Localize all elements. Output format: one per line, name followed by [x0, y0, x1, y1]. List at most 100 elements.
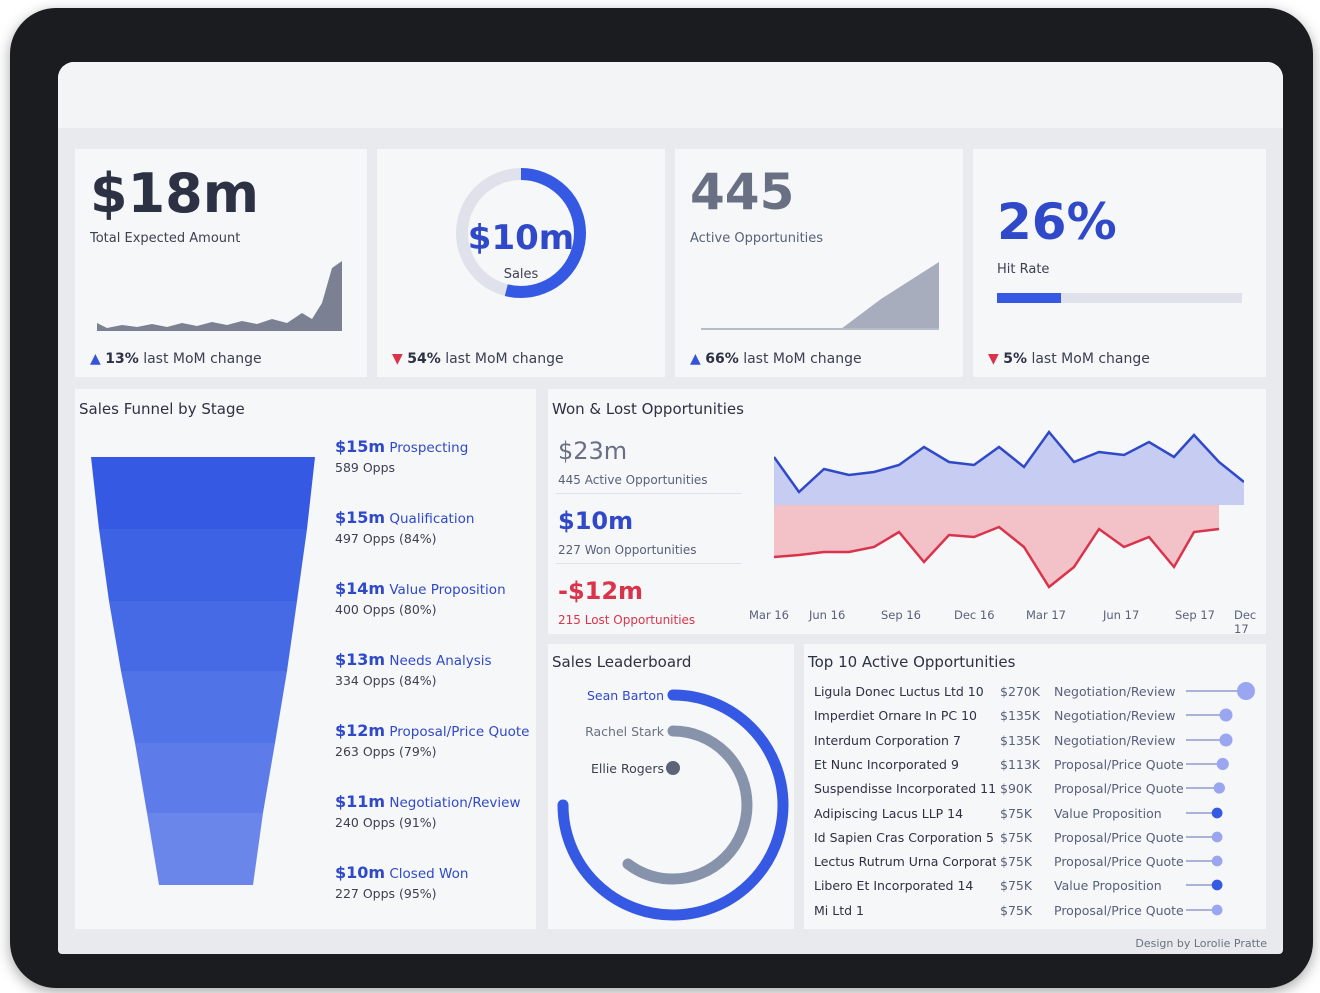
- x-axis-label: Dec 16: [954, 608, 995, 622]
- leaderboard-name[interactable]: Sean Barton: [586, 688, 664, 703]
- x-axis-label: Mar 17: [1026, 608, 1066, 622]
- funnel-stage[interactable]: $15m Prospecting 589 Opps: [335, 437, 468, 475]
- total-sub: 445 Active Opportunities: [558, 473, 708, 487]
- lollipop-mark: [1186, 904, 1223, 916]
- kpi-card-expected[interactable]: $18m Total Expected Amount ▲ 13% last Mo…: [75, 149, 367, 377]
- kpi-change: ▼ 54% last MoM change: [392, 351, 564, 367]
- lollipop-mark: [1186, 880, 1223, 891]
- opportunity-amount: $270K: [1000, 684, 1041, 699]
- stage-name: Needs Analysis: [385, 653, 492, 669]
- total-value: $23m: [558, 437, 628, 465]
- table-row[interactable]: Lectus Rutrum Urna Corporatio.. $75K Propo…: [814, 854, 1274, 878]
- change-value: 5%: [1003, 351, 1028, 367]
- stage-opps: 400 Opps (80%): [335, 602, 437, 617]
- card-title: Top 10 Active Opportunities: [808, 653, 1016, 671]
- table-row[interactable]: Adipiscing Lacus LLP 14 $75K Value Proposi…: [814, 806, 1274, 830]
- stage-amount: $12m: [335, 721, 386, 740]
- kpi-value: $18m: [90, 162, 259, 225]
- card-title: Won & Lost Opportunities: [552, 400, 744, 418]
- opportunity-amount: $113K: [1000, 756, 1041, 772]
- opportunity-name: Lectus Rutrum Urna Corporatio..: [814, 854, 996, 870]
- stage-amount: $14m: [335, 579, 386, 598]
- leaderboard-card: Sales Leaderboard Sean Barton Rachel Sta…: [548, 644, 794, 929]
- x-axis-label: Jun 17: [1103, 608, 1140, 622]
- stage-amount: $15m: [335, 508, 386, 527]
- opportunity-name: Imperdiet Ornare In PC 10: [814, 708, 977, 724]
- funnel-stage[interactable]: $13m Needs Analysis 334 Opps (84%): [335, 650, 492, 688]
- opportunity-stage: Proposal/Price Quote: [1054, 829, 1184, 845]
- kpi-value: 445: [690, 163, 795, 221]
- table-row[interactable]: Id Sapien Cras Corporation 5 $75K Proposal…: [814, 830, 1274, 854]
- lost-value: -$12m: [558, 577, 644, 605]
- x-axis-label: Jun 16: [809, 608, 846, 622]
- funnel-chart: [91, 457, 315, 885]
- won-value: $10m: [558, 507, 634, 535]
- stage-name: Closed Won: [385, 866, 469, 882]
- funnel-stage[interactable]: $15m Qualification 497 Opps (84%): [335, 508, 474, 546]
- won-lost-chart: [774, 429, 1244, 589]
- stage-amount: $10m: [335, 863, 386, 882]
- opportunity-name: Interdum Corporation 7: [814, 732, 961, 748]
- table-row[interactable]: Ligula Donec Luctus Ltd 10 $270K Negotiati…: [814, 682, 1274, 708]
- kpi-label: Total Expected Amount: [90, 231, 241, 246]
- kpi-label: Hit Rate: [997, 262, 1050, 277]
- opportunity-amount: $75K: [1000, 878, 1033, 894]
- table-row[interactable]: Libero Et Incorporated 14 $75K Value Propo…: [814, 878, 1274, 902]
- stage-opps: 263 Opps (79%): [335, 744, 437, 759]
- down-triangle-icon: ▼: [988, 351, 999, 367]
- opportunity-name: Libero Et Incorporated 14: [814, 878, 974, 894]
- sparkline: [97, 261, 342, 331]
- table-row[interactable]: Mi Ltd 1 $75K Proposal/Price Quote: [814, 903, 1274, 927]
- won-lost-card: Won & Lost Opportunities $23m 445 Active…: [548, 389, 1266, 636]
- kpi-change: ▼ 5% last MoM change: [988, 351, 1150, 367]
- opportunity-name: Ligula Donec Luctus Ltd 10: [814, 684, 984, 699]
- top-bar: [58, 62, 1283, 128]
- opportunity-stage: Proposal/Price Quote: [1054, 854, 1184, 870]
- funnel-stage[interactable]: $10m Closed Won 227 Opps (95%): [335, 863, 468, 901]
- opportunity-amount: $90K: [1000, 781, 1033, 797]
- funnel-stage[interactable]: $14m Value Proposition 400 Opps (80%): [335, 579, 506, 617]
- stage-amount: $15m: [335, 437, 386, 456]
- stage-name: Negotiation/Review: [385, 795, 521, 811]
- opportunity-stage: Negotiation/Review: [1054, 708, 1176, 724]
- leaderboard-name[interactable]: Ellie Rogers: [590, 761, 664, 776]
- opportunity-stage: Proposal/Price Quote: [1054, 781, 1184, 797]
- kpi-value: $10m: [467, 218, 575, 258]
- x-axis-label: Dec 17: [1234, 608, 1257, 636]
- stage-name: Qualification: [385, 511, 475, 527]
- opportunity-name: Mi Ltd 1: [814, 902, 864, 918]
- change-text: last MoM change: [738, 351, 862, 367]
- top-10-table: Ligula Donec Luctus Ltd 10 $270K Negotiati…: [814, 682, 1266, 929]
- opportunity-stage: Negotiation/Review: [1054, 732, 1176, 748]
- x-axis-label: Sep 17: [1175, 608, 1215, 622]
- stage-name: Proposal/Price Quote: [385, 724, 530, 740]
- opportunity-stage: Value Proposition: [1054, 805, 1162, 821]
- kpi-card-opportunities[interactable]: 445 Active Opportunities ▲ 66% last MoM …: [675, 149, 963, 377]
- x-axis-label: Mar 16: [749, 608, 789, 622]
- lollipop-mark: [1186, 807, 1223, 818]
- stage-amount: $11m: [335, 792, 386, 811]
- opportunity-amount: $75K: [1000, 854, 1033, 870]
- kpi-card-sales[interactable]: $10m Sales ▼ 54% last MoM change: [377, 149, 665, 377]
- hit-rate-bar-fill: [997, 293, 1061, 303]
- change-text: last MoM change: [1027, 351, 1150, 367]
- table-row[interactable]: Et Nunc Incorporated 9 $113K Proposal/Pric…: [814, 757, 1274, 781]
- table-row[interactable]: Suspendisse Incorporated 11 $90K Proposal/…: [814, 781, 1274, 805]
- table-row[interactable]: Imperdiet Ornare In PC 10 $135K Negotiatio…: [814, 708, 1274, 732]
- stage-opps: 334 Opps (84%): [335, 673, 437, 688]
- opportunity-amount: $135K: [1000, 732, 1041, 748]
- change-text: last MoM change: [138, 351, 262, 367]
- opportunity-stage: Value Proposition: [1054, 878, 1162, 894]
- kpi-card-hit-rate[interactable]: 26% Hit Rate ▼ 5% last MoM change: [973, 149, 1266, 377]
- kpi-change: ▲ 13% last MoM change: [90, 351, 262, 367]
- won-sub: 227 Won Opportunities: [558, 543, 697, 557]
- funnel-stage[interactable]: $11m Negotiation/Review 240 Opps (91%): [335, 792, 521, 830]
- divider: [556, 493, 742, 494]
- stage-amount: $13m: [335, 650, 386, 669]
- leaderboard-name[interactable]: Rachel Stark: [585, 724, 664, 739]
- opportunity-stage: Proposal/Price Quote: [1054, 902, 1184, 918]
- table-row[interactable]: Interdum Corporation 7 $135K Negotiation/R…: [814, 733, 1274, 757]
- funnel-stage[interactable]: $12m Proposal/Price Quote 263 Opps (79%): [335, 721, 530, 759]
- lollipop-mark: [1186, 831, 1223, 843]
- opportunity-amount: $75K: [1000, 829, 1033, 845]
